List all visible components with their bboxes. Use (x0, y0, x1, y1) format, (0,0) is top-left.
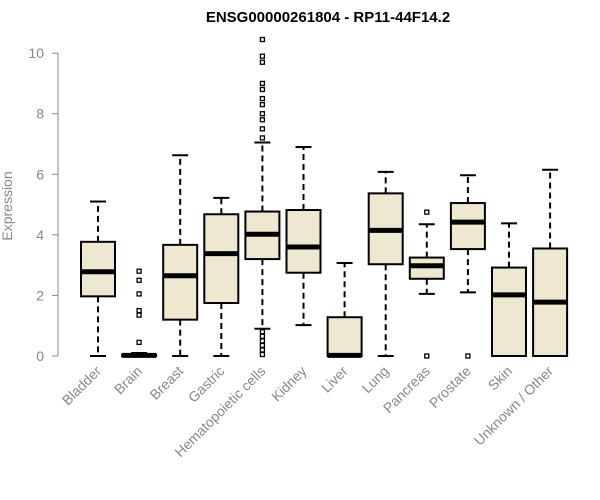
outlier-point (136, 291, 142, 297)
outlier-point (259, 351, 266, 358)
outlier-point (424, 353, 430, 359)
outlier-point (424, 209, 430, 215)
box-liver (326, 262, 363, 358)
outlier-point (259, 342, 266, 349)
outlier-point (259, 338, 266, 344)
x-category-label: Bladder (59, 363, 105, 409)
y-tick-label: 0 (36, 348, 44, 364)
y-tick-label: 8 (36, 106, 44, 122)
outlier-point (259, 329, 266, 335)
box-brain (121, 268, 158, 358)
outlier-point (136, 312, 142, 318)
box-hematopoietic-cells (244, 36, 281, 358)
x-category-label: Brain (111, 363, 145, 397)
y-tick-label: 10 (28, 45, 44, 61)
outlier-point (465, 353, 471, 359)
outlier-point (259, 111, 266, 117)
outlier-point (136, 277, 142, 283)
outlier-point (259, 86, 266, 93)
box-iqr (449, 202, 486, 251)
y-axis: 0 2 4 6 8 10 (28, 45, 59, 364)
outlier-point (259, 36, 266, 43)
box-iqr (285, 209, 322, 274)
outlier-point (259, 117, 266, 123)
outlier-point (259, 135, 266, 141)
outlier-point (259, 80, 266, 87)
box-pancreas (408, 209, 445, 359)
box-series (80, 36, 569, 359)
y-tick-label: 4 (36, 227, 44, 243)
outlier-point (259, 59, 266, 65)
chart-title: ENSG00000261804 - RP11-44F14.2 (206, 9, 450, 26)
x-category-label: Skin (485, 363, 516, 394)
outlier-point (136, 339, 142, 346)
outlier-point (259, 333, 266, 339)
x-category-label: Liver (318, 363, 351, 396)
box-unknown-other (532, 168, 569, 357)
y-axis-label: Expression (0, 171, 15, 240)
outlier-point (259, 347, 266, 353)
box-iqr (326, 316, 363, 357)
box-iqr (162, 243, 199, 321)
outlier-point (136, 307, 142, 314)
outlier-point (259, 126, 266, 132)
outlier-point (259, 95, 266, 102)
box-bladder (80, 200, 116, 357)
x-category-label: Kidney (268, 363, 310, 405)
box-breast (162, 154, 199, 357)
x-category-label: Lung (358, 363, 391, 396)
box-gastric (203, 196, 240, 357)
x-category-label: Prostate (426, 363, 474, 411)
box-prostate (449, 174, 486, 359)
box-kidney (285, 146, 322, 327)
outlier-point (259, 53, 266, 59)
y-tick-label: 6 (36, 166, 44, 182)
outlier-point (259, 101, 266, 108)
y-tick-label: 2 (36, 287, 44, 303)
box-iqr (203, 213, 240, 305)
box-iqr (491, 266, 527, 357)
box-skin (491, 222, 527, 357)
box-iqr (80, 240, 116, 298)
x-category-label: Breast (146, 363, 186, 403)
outlier-point (136, 268, 142, 274)
box-lung (367, 170, 404, 357)
